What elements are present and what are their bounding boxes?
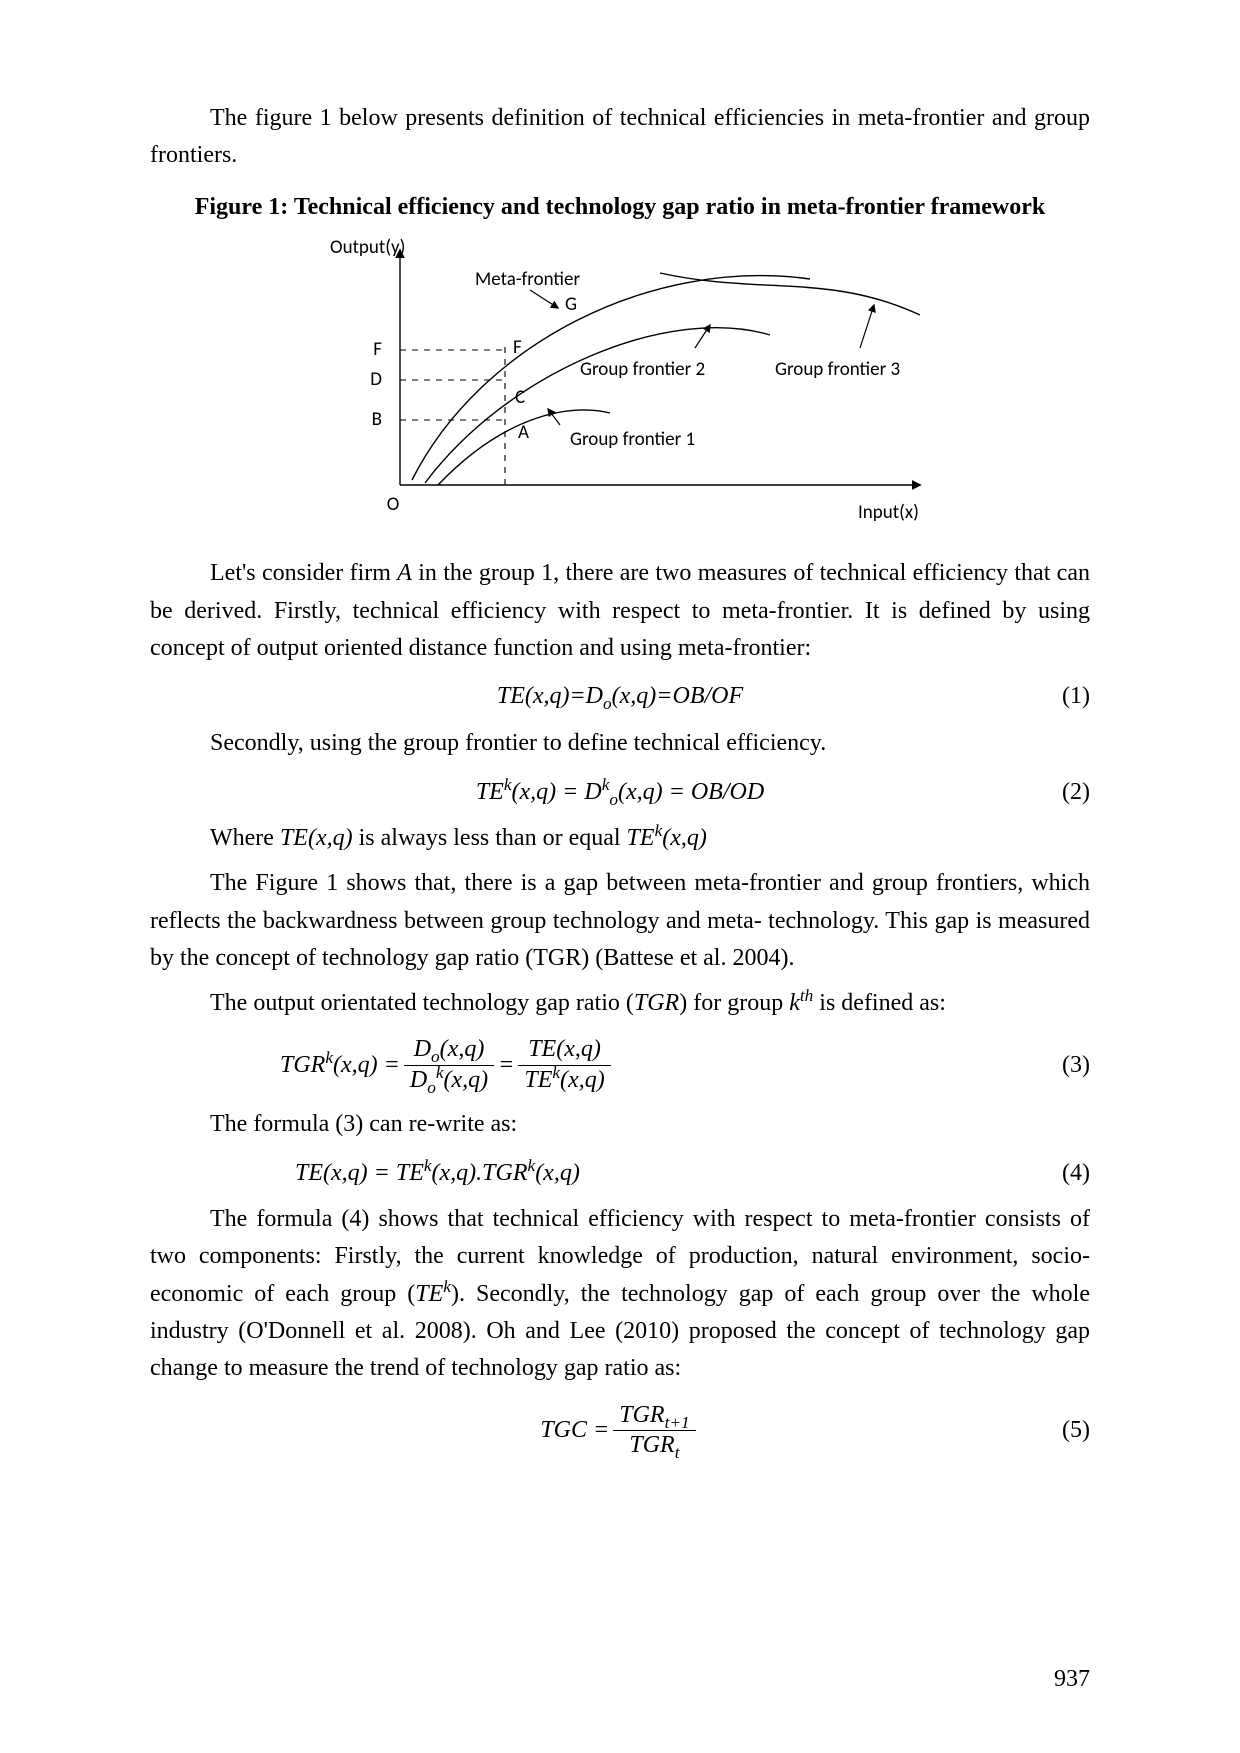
- paragraph-tgr-def: The output orientated technology gap rat…: [150, 985, 1090, 1022]
- paragraph-gap: The Figure 1 shows that, there is a gap …: [150, 865, 1090, 977]
- paragraph-formula4: The formula (4) shows that technical eff…: [150, 1201, 1090, 1387]
- equation-number-1: (1): [1062, 683, 1090, 710]
- page: The figure 1 below presents definition o…: [0, 0, 1240, 1753]
- svg-text:D: D: [370, 368, 382, 391]
- equation-number-2: (2): [1062, 779, 1090, 806]
- figure-1-svg: FDBMeta-frontierGroup frontier 2Group fr…: [270, 235, 970, 535]
- svg-text:B: B: [372, 408, 382, 431]
- paragraph-firm-A: Let's consider firm A in the group 1, th…: [150, 555, 1090, 667]
- svg-text:Output(y): Output(y): [330, 236, 405, 259]
- svg-text:F: F: [513, 336, 522, 359]
- svg-text:F: F: [373, 338, 382, 361]
- svg-text:Group frontier 1: Group frontier 1: [570, 428, 695, 451]
- equation-5: TGC = TGRt+1 TGRt (5): [150, 1395, 1090, 1465]
- svg-text:Group frontier 3: Group frontier 3: [775, 358, 900, 381]
- svg-text:Input(x): Input(x): [858, 501, 919, 524]
- paragraph-secondly: Secondly, using the group frontier to de…: [150, 725, 1090, 762]
- equation-number-5: (5): [1062, 1417, 1090, 1444]
- svg-text:O: O: [387, 493, 400, 516]
- equation-1: TE(x,q)=Do(x,q)=OB/OF (1): [150, 675, 1090, 719]
- equation-2: TEk(x,q) = Dko(x,q) = OB/OD (2): [150, 770, 1090, 814]
- equation-number-4: (4): [1062, 1160, 1090, 1187]
- equation-4: TE(x,q) = TEk(x,q).TGRk(x,q) (4): [150, 1151, 1090, 1195]
- equation-number-3: (3): [1062, 1052, 1090, 1079]
- figure-1: FDBMeta-frontierGroup frontier 2Group fr…: [150, 235, 1090, 535]
- intro-paragraph: The figure 1 below presents definition o…: [150, 100, 1090, 174]
- page-number: 937: [1054, 1666, 1090, 1693]
- svg-text:C: C: [515, 386, 525, 409]
- svg-text:Group frontier 2: Group frontier 2: [580, 358, 705, 381]
- paragraph-rewrite: The formula (3) can re-write as:: [150, 1106, 1090, 1143]
- svg-text:A: A: [518, 421, 529, 444]
- paragraph-where: Where TE(x,q) is always less than or equ…: [150, 820, 1090, 857]
- svg-text:Meta-frontier: Meta-frontier: [475, 268, 580, 291]
- svg-text:G: G: [565, 293, 577, 316]
- figure-1-title: Figure 1: Technical efficiency and techn…: [150, 194, 1090, 221]
- equation-3: TGRk(x,q) = Do(x,q) Dok(x,q) = TE(x,q) T…: [150, 1030, 1090, 1100]
